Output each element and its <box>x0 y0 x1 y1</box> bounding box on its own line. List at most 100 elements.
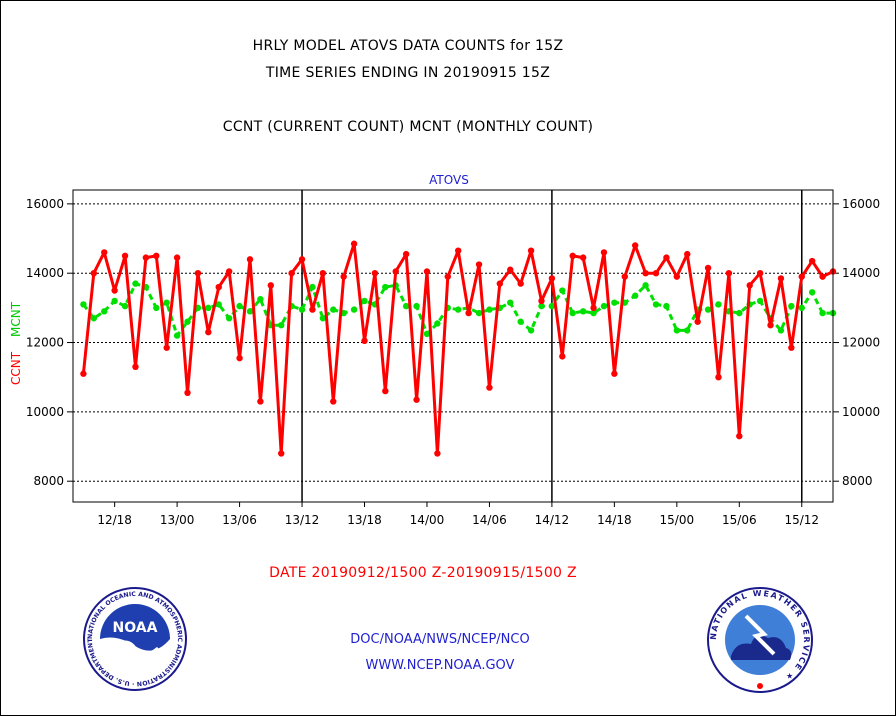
ytick-label-right: 12000 <box>842 336 880 350</box>
ccnt-point <box>205 328 212 336</box>
chart-title: ATOVS <box>429 173 469 187</box>
ccnt-point <box>90 270 98 277</box>
ccnt-point <box>309 306 316 313</box>
ccnt-point <box>611 370 618 377</box>
mcnt-point <box>455 306 462 313</box>
ccnt-point <box>298 256 306 263</box>
footer-url[interactable]: WWW.NCEP.NOAA.GOV <box>365 658 515 673</box>
ccnt-point <box>434 450 441 457</box>
ccnt-point <box>788 344 795 351</box>
ccnt-point <box>736 432 743 440</box>
ccnt-point <box>684 250 691 258</box>
mcnt-point <box>319 315 327 322</box>
ccnt-point <box>173 254 181 261</box>
mcnt-point <box>153 304 160 312</box>
ccnt-point <box>642 270 649 277</box>
ylabel-mcnt: MCNT <box>9 301 23 337</box>
ccnt-point <box>267 282 275 289</box>
mcnt-point <box>257 296 264 303</box>
ytick-label-right: 8000 <box>842 474 873 488</box>
nws-logo: NATIONAL WEATHER SERVICE ★ <box>706 586 814 694</box>
ccnt-point <box>569 252 576 260</box>
ccnt-point <box>798 273 805 280</box>
ccnt-point <box>579 254 587 261</box>
ytick-label-left: 14000 <box>26 266 64 280</box>
mcnt-point <box>631 292 639 299</box>
mcnt-point <box>611 299 618 306</box>
ccnt-point <box>80 370 87 377</box>
ccnt-point <box>517 280 524 287</box>
ccnt-point <box>673 273 681 280</box>
mcnt-point <box>819 309 826 317</box>
ccnt-point <box>101 249 108 256</box>
mcnt-point <box>548 302 556 310</box>
mcnt-point <box>111 297 118 305</box>
ccnt-point <box>652 270 660 277</box>
ccnt-point <box>288 270 295 277</box>
ccnt-point <box>153 252 160 260</box>
mcnt-point <box>663 302 670 310</box>
mcnt-point <box>704 306 712 313</box>
mcnt-point <box>382 283 389 291</box>
ccnt-point <box>121 252 129 260</box>
xtick-label: 14/12 <box>535 513 570 527</box>
mcnt-point <box>215 301 222 308</box>
xtick-label: 13/06 <box>222 513 257 527</box>
mcnt-point <box>569 309 576 317</box>
mcnt-point <box>600 302 608 310</box>
ccnt-point <box>340 273 347 280</box>
chart-heading-line-3: CCNT (CURRENT COUNT) MCNT (MONTHLY COUNT… <box>222 119 594 135</box>
mcnt-point <box>402 302 410 310</box>
ccnt-point <box>371 270 379 277</box>
mcnt-point <box>101 308 108 315</box>
mcnt-point <box>736 309 743 317</box>
mcnt-point <box>507 299 514 306</box>
ytick-label-left: 12000 <box>26 336 64 350</box>
chart-heading-line-1: HRLY MODEL ATOVS DATA COUNTS for 15Z <box>252 38 564 54</box>
ccnt-point <box>111 287 118 294</box>
noaa-logo: NATIONAL OCEANIC AND ATMOSPHERIC ADMINIS… <box>79 581 188 692</box>
footer-org: DOC/NOAA/NWS/NCEP/NCO <box>350 632 530 647</box>
xtick-label: 12/18 <box>97 513 132 527</box>
mcnt-point <box>434 320 441 327</box>
mcnt-point <box>298 306 306 313</box>
ccnt-point <box>382 387 389 395</box>
nws-seal-icon: NATIONAL WEATHER SERVICE ★ <box>707 587 813 693</box>
ccnt-point <box>694 318 701 325</box>
mcnt-point <box>777 327 785 334</box>
xtick-label: 14/18 <box>597 513 632 527</box>
mcnt-point <box>527 327 535 334</box>
mcnt-point <box>808 289 816 296</box>
ccnt-point <box>184 389 191 396</box>
mcnt-point <box>652 301 660 308</box>
ccnt-point <box>278 450 285 457</box>
xtick-label: 15/00 <box>660 513 695 527</box>
mcnt-point <box>236 302 243 310</box>
ccnt-point <box>631 242 639 249</box>
ccnt-point <box>715 374 722 381</box>
mcnt-point <box>278 322 285 329</box>
ccnt-point <box>756 270 764 277</box>
ytick-label-left: 16000 <box>26 197 64 211</box>
ccnt-point <box>132 363 139 370</box>
noaa-logo-text: NOAA <box>113 620 158 636</box>
ccnt-point <box>402 250 410 258</box>
mcnt-point <box>517 318 524 325</box>
ytick-label-right: 10000 <box>842 405 880 419</box>
ccnt-point <box>163 344 170 351</box>
mcnt-point <box>423 330 431 338</box>
ccnt-point <box>590 304 597 312</box>
mcnt-point <box>673 327 681 334</box>
ccnt-point <box>361 337 368 344</box>
mcnt-point <box>579 308 587 315</box>
ytick-label-left: 10000 <box>26 405 64 419</box>
ccnt-point <box>225 268 233 275</box>
ccnt-point <box>704 264 712 272</box>
ccnt-point <box>413 396 420 403</box>
ylabel-ccnt: CCNT <box>9 351 23 385</box>
mcnt-point <box>798 304 805 312</box>
xtick-label: 13/00 <box>160 513 195 527</box>
mcnt-point <box>538 302 545 310</box>
mcnt-point <box>756 297 764 305</box>
mcnt-point <box>309 283 316 291</box>
